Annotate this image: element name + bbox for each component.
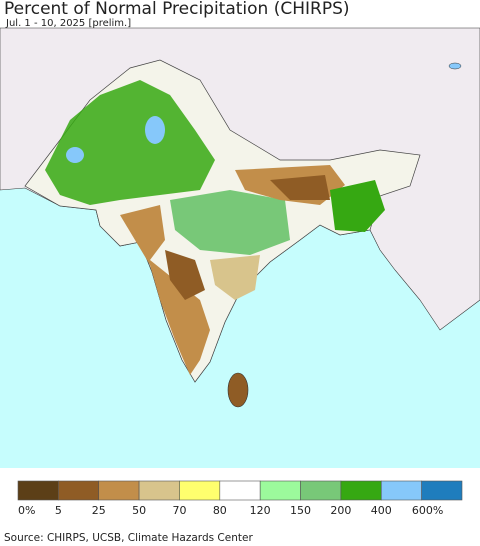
very-dry-area bbox=[270, 175, 330, 200]
legend-label: 400 bbox=[371, 504, 392, 517]
island bbox=[227, 372, 249, 408]
legend-label: 120 bbox=[250, 504, 271, 517]
source: Source: CHIRPS, UCSB, Climate Hazards Ce… bbox=[4, 532, 253, 544]
legend-label: 600% bbox=[412, 504, 443, 517]
normal-area bbox=[210, 255, 260, 300]
legend-swatch bbox=[259, 480, 301, 501]
lake bbox=[448, 62, 462, 70]
legend-swatch bbox=[421, 480, 463, 501]
subtitle: Jul. 1 - 10, 2025 [prelim.] bbox=[5, 18, 131, 29]
legend-label: 200 bbox=[330, 504, 351, 517]
title: Percent of Normal Precipitation (CHIRPS) bbox=[4, 0, 350, 19]
legend-swatch bbox=[98, 480, 140, 501]
very-wet-area bbox=[145, 116, 165, 144]
legend-label: 80 bbox=[213, 504, 227, 517]
map bbox=[0, 27, 480, 468]
dry-area-deccan bbox=[165, 250, 205, 300]
legend-label: 150 bbox=[290, 504, 311, 517]
dry-area-west bbox=[120, 205, 210, 375]
legend-label: 0% bbox=[18, 504, 35, 517]
legend: 0% 5 25 50 70 80 120 150 200 400 600% bbox=[17, 480, 463, 517]
very-wet-area bbox=[66, 147, 84, 163]
legend-swatch bbox=[58, 480, 100, 501]
legend-label: 25 bbox=[92, 504, 106, 517]
wet-area-east bbox=[330, 180, 385, 232]
legend-label: 5 bbox=[55, 504, 62, 517]
legend-swatch bbox=[179, 480, 221, 501]
legend-swatch bbox=[219, 480, 261, 501]
legend-label: 70 bbox=[172, 504, 186, 517]
legend-label: 50 bbox=[132, 504, 146, 517]
legend-swatch bbox=[300, 480, 342, 501]
wet-area-central bbox=[170, 190, 290, 255]
legend-swatch bbox=[380, 480, 422, 501]
legend-swatch bbox=[17, 480, 59, 501]
legend-swatch bbox=[138, 480, 180, 501]
legend-swatch bbox=[340, 480, 382, 501]
wet-area-north bbox=[45, 80, 215, 205]
